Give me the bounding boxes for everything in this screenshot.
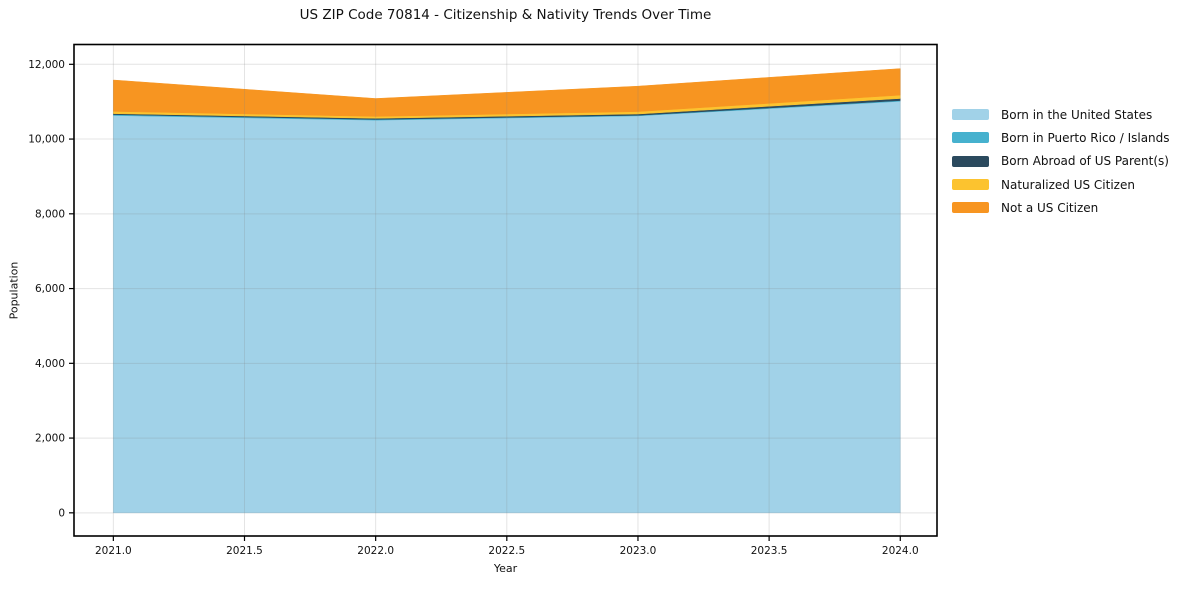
legend-item-4: Not a US Citizen xyxy=(952,196,1170,219)
area-series-4 xyxy=(113,68,901,117)
legend-swatch xyxy=(952,202,989,214)
x-tick-label: 2021.5 xyxy=(226,545,263,557)
legend-label: Born in the United States xyxy=(1001,107,1153,122)
legend-item-1: Born in Puerto Rico / Islands xyxy=(952,126,1170,149)
legend-item-3: Naturalized US Citizen xyxy=(952,173,1170,196)
x-tick-label: 2022.5 xyxy=(488,545,525,557)
legend-item-0: Born in the United States xyxy=(952,103,1170,126)
legend-swatch xyxy=(952,109,989,121)
y-tick-label: 2,000 xyxy=(35,433,65,445)
y-tick-label: 8,000 xyxy=(35,208,65,220)
x-tick-label: 2023.0 xyxy=(620,545,657,557)
legend-item-2: Born Abroad of US Parent(s) xyxy=(952,150,1170,173)
legend-label: Born Abroad of US Parent(s) xyxy=(1001,154,1169,169)
y-tick-label: 4,000 xyxy=(35,358,65,370)
legend-label: Born in Puerto Rico / Islands xyxy=(1001,130,1170,145)
x-tick-label: 2024.0 xyxy=(882,545,919,557)
legend-swatch xyxy=(952,155,989,167)
x-axis-label: Year xyxy=(493,562,518,575)
chart-title: US ZIP Code 70814 - Citizenship & Nativi… xyxy=(299,7,712,23)
y-axis-label: Population xyxy=(7,261,21,320)
x-tick-label: 2022.0 xyxy=(357,545,394,557)
legend-label: Naturalized US Citizen xyxy=(1001,177,1135,192)
y-tick-label: 10,000 xyxy=(28,134,65,146)
y-tick-label: 12,000 xyxy=(28,59,65,71)
legend: Born in the United States Born in Puerto … xyxy=(952,103,1170,219)
x-tick-label: 2021.0 xyxy=(95,545,132,557)
plot-frame xyxy=(73,43,938,537)
legend-label: Not a US Citizen xyxy=(1001,200,1099,215)
x-tick-label: 2023.5 xyxy=(751,545,788,557)
y-tick-label: 0 xyxy=(58,507,65,519)
y-tick-label: 6,000 xyxy=(35,283,65,295)
legend-swatch xyxy=(952,179,989,191)
legend-swatch xyxy=(952,132,989,144)
